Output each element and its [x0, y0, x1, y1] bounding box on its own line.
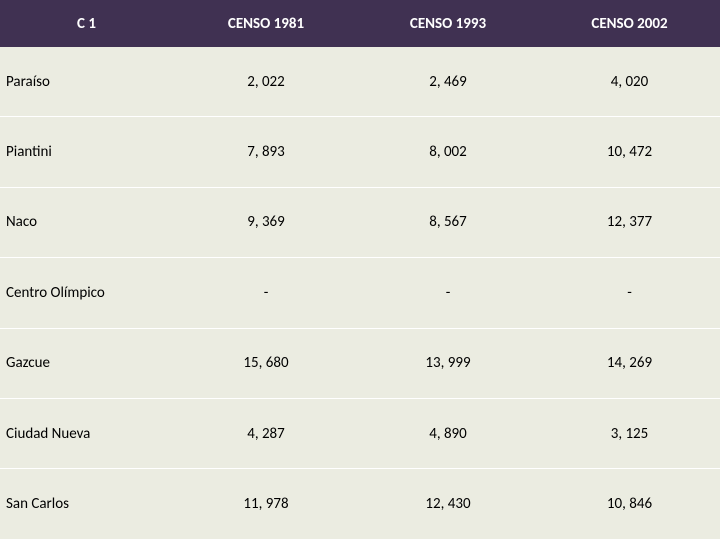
table-row: San Carlos11, 97812, 43010, 846: [0, 469, 720, 539]
cell-censo-1993: 8, 002: [357, 143, 539, 161]
row-label: Ciudad Nueva: [0, 425, 175, 443]
cell-censo-2002: 10, 472: [539, 143, 720, 161]
cell-censo-2002: -: [539, 284, 720, 302]
col-header-censo-1993: CENSO 1993: [357, 15, 539, 33]
cell-censo-1993: 8, 567: [357, 213, 539, 231]
cell-censo-1981: 2, 022: [175, 73, 357, 91]
col-header-c1: C 1: [0, 15, 175, 33]
table-row: Paraíso2, 0222, 4694, 020: [0, 47, 720, 117]
row-label: Centro Olímpico: [0, 284, 175, 302]
table-row: Gazcue15, 68013, 99914, 269: [0, 329, 720, 399]
col-header-censo-2002: CENSO 2002: [539, 15, 720, 33]
cell-censo-2002: 3, 125: [539, 425, 720, 443]
cell-censo-1981: 11, 978: [175, 495, 357, 513]
cell-censo-1981: 7, 893: [175, 143, 357, 161]
row-label: Naco: [0, 213, 175, 231]
census-table: C 1 CENSO 1981 CENSO 1993 CENSO 2002 Par…: [0, 0, 720, 540]
cell-censo-1981: 9, 369: [175, 213, 357, 231]
table-header-row: C 1 CENSO 1981 CENSO 1993 CENSO 2002: [0, 0, 720, 47]
cell-censo-2002: 12, 377: [539, 213, 720, 231]
table-row: Piantini7, 8938, 00210, 472: [0, 117, 720, 187]
row-label: Piantini: [0, 143, 175, 161]
cell-censo-1981: 4, 287: [175, 425, 357, 443]
row-label: San Carlos: [0, 495, 175, 513]
cell-censo-2002: 10, 846: [539, 495, 720, 513]
cell-censo-1981: 15, 680: [175, 354, 357, 372]
table-body: Paraíso2, 0222, 4694, 020Piantini7, 8938…: [0, 47, 720, 540]
row-label: Paraíso: [0, 73, 175, 91]
col-header-censo-1981: CENSO 1981: [175, 15, 357, 33]
cell-censo-2002: 4, 020: [539, 73, 720, 91]
cell-censo-1993: -: [357, 284, 539, 302]
cell-censo-1993: 4, 890: [357, 425, 539, 443]
cell-censo-1993: 2, 469: [357, 73, 539, 91]
cell-censo-1993: 13, 999: [357, 354, 539, 372]
table-row: Ciudad Nueva4, 2874, 8903, 125: [0, 399, 720, 469]
row-label: Gazcue: [0, 354, 175, 372]
cell-censo-1981: -: [175, 284, 357, 302]
cell-censo-1993: 12, 430: [357, 495, 539, 513]
table-row: Naco9, 3698, 56712, 377: [0, 188, 720, 258]
table-row: Centro Olímpico---: [0, 258, 720, 328]
cell-censo-2002: 14, 269: [539, 354, 720, 372]
